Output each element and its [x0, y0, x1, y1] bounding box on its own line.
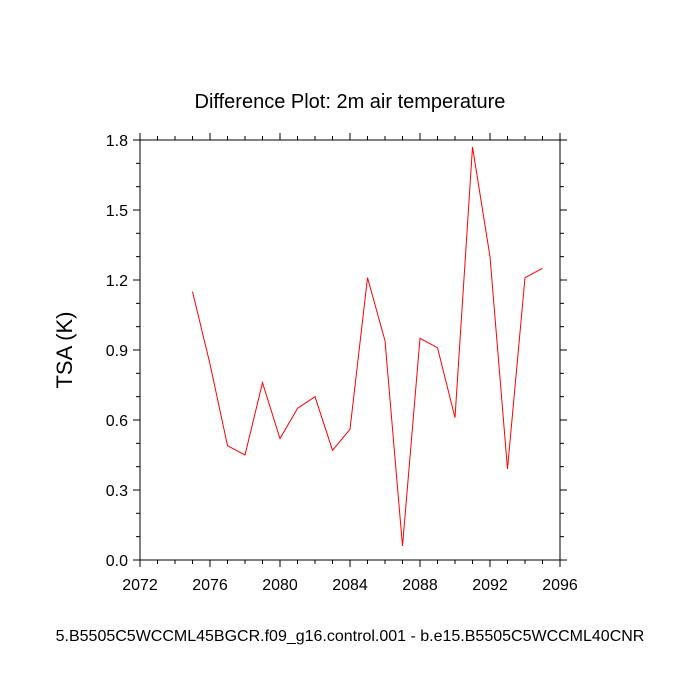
y-tick-label: 1.8 — [106, 133, 128, 150]
y-axis-label: TSA (K) — [52, 311, 77, 388]
x-tick-label: 2076 — [192, 577, 228, 594]
x-tick-label: 2084 — [332, 577, 368, 594]
x-tick-label: 2096 — [542, 577, 578, 594]
y-tick-label: 0.3 — [106, 483, 128, 500]
y-tick-label: 1.5 — [106, 203, 128, 220]
y-tick-label: 0.9 — [106, 343, 128, 360]
tick-labels: 2072 2076 2080 2084 2088 2092 2096 0.0 0.3 0.6 0.9… — [106, 133, 578, 594]
x-tick-label: 2092 — [472, 577, 508, 594]
plot-frame — [139, 139, 561, 561]
y-tick-label: 0.6 — [106, 413, 128, 430]
y-tick-label: 1.2 — [106, 273, 128, 290]
y-tick-label: 0.0 — [106, 553, 128, 570]
series-line-0 — [192, 146, 543, 547]
chart-title: Difference Plot: 2m air temperature — [195, 91, 506, 113]
chart-subtitle: 5.B5505C5WCCML45BGCR.f09_g16.control.001… — [56, 628, 645, 645]
x-tick-label: 2072 — [122, 577, 158, 594]
x-tick-label: 2088 — [402, 577, 438, 594]
x-tick-label: 2080 — [262, 577, 298, 594]
series-lines — [192, 146, 543, 547]
axis-ticks — [133, 133, 567, 567]
